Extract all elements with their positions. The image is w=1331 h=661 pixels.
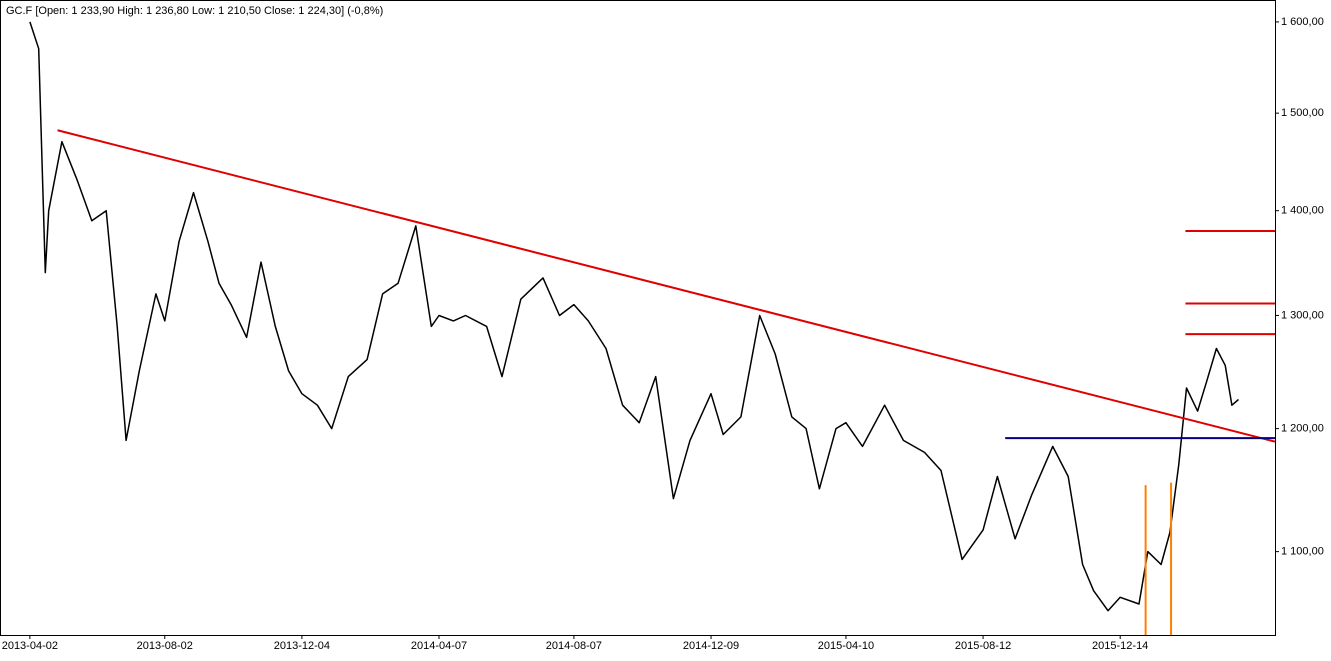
plot-frame bbox=[0, 0, 1276, 636]
price-line bbox=[29, 21, 1239, 612]
x-tick-label: 2013-08-02 bbox=[137, 640, 193, 652]
x-tick-label: 2014-04-07 bbox=[411, 640, 467, 652]
chart-title: GC.F [Open: 1 233,90 High: 1 236,80 Low:… bbox=[6, 5, 383, 17]
trendline bbox=[57, 129, 1276, 443]
x-tick-label: 2015-04-10 bbox=[818, 640, 874, 652]
y-tick-label: 1 500,00 bbox=[1281, 107, 1324, 119]
x-tick-label: 2015-12-14 bbox=[1092, 640, 1148, 652]
x-tick-label: 2015-08-12 bbox=[955, 640, 1011, 652]
x-tick-label: 2014-12-09 bbox=[683, 640, 739, 652]
y-tick-label: 1 200,00 bbox=[1281, 423, 1324, 435]
x-tick-label: 2013-12-04 bbox=[274, 640, 330, 652]
y-tick-label: 1 100,00 bbox=[1281, 546, 1324, 558]
y-tick-label: 1 600,00 bbox=[1281, 16, 1324, 28]
y-tick-label: 1 400,00 bbox=[1281, 205, 1324, 217]
x-tick-label: 2013-04-02 bbox=[2, 640, 58, 652]
x-tick-label: 2014-08-07 bbox=[546, 640, 602, 652]
y-tick-label: 1 300,00 bbox=[1281, 309, 1324, 321]
